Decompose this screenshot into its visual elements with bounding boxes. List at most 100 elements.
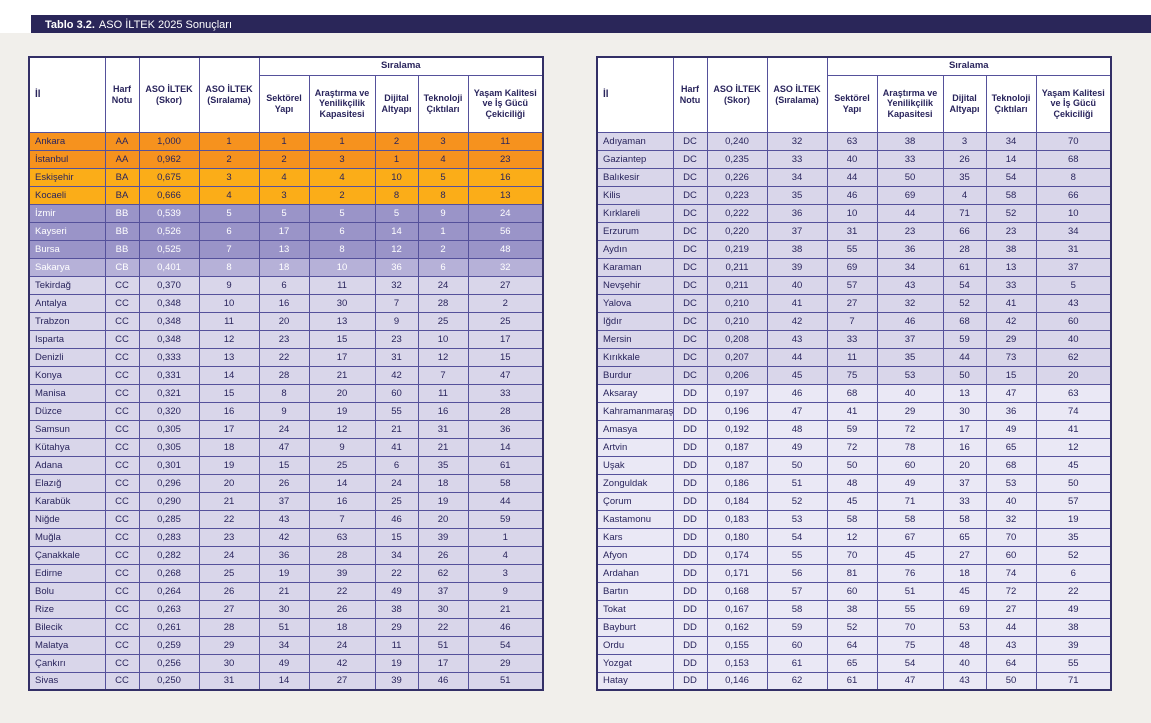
research-rank-cell: 10 <box>308 257 376 277</box>
sector-rank-cell: 45 <box>826 491 878 511</box>
sector-rank-cell: 8 <box>258 383 310 403</box>
quality-rank-cell: 45 <box>1035 455 1112 475</box>
technology-rank-cell: 36 <box>985 401 1037 421</box>
rank-cell: 27 <box>198 599 260 619</box>
grade-cell: CC <box>104 329 140 349</box>
grade-cell: BB <box>104 239 140 259</box>
technology-rank-cell: 30 <box>417 599 469 619</box>
province-cell: Kars <box>596 527 674 547</box>
sector-rank-cell: 33 <box>826 329 878 349</box>
grade-cell: DD <box>672 671 708 691</box>
table-row: Aksaray DD 0,197 46 68 40 13 47 63 <box>596 383 1112 403</box>
score-cell: 0,259 <box>138 635 200 655</box>
score-cell: 0,171 <box>706 563 768 583</box>
technology-rank-cell: 72 <box>985 581 1037 601</box>
table-row: Ordu DD 0,155 60 64 75 48 43 39 <box>596 635 1112 655</box>
rank-cell: 57 <box>766 581 828 601</box>
grade-cell: DD <box>672 473 708 493</box>
quality-rank-cell: 31 <box>1035 239 1112 259</box>
score-cell: 0,219 <box>706 239 768 259</box>
research-rank-cell: 76 <box>876 563 944 583</box>
research-rank-cell: 7 <box>308 509 376 529</box>
score-cell: 0,207 <box>706 347 768 367</box>
technology-rank-cell: 73 <box>985 347 1037 367</box>
group-header-siralama: Sıralama <box>258 56 544 76</box>
table-row: Ardahan DD 0,171 56 81 76 18 74 6 <box>596 563 1112 583</box>
score-cell: 0,401 <box>138 257 200 277</box>
quality-rank-cell: 46 <box>467 617 544 637</box>
table-row: Sivas CC 0,250 31 14 27 39 46 51 <box>28 671 544 691</box>
digital-rank-cell: 12 <box>374 239 419 259</box>
research-rank-cell: 26 <box>308 599 376 619</box>
research-rank-cell: 16 <box>308 491 376 511</box>
rank-cell: 12 <box>198 329 260 349</box>
digital-rank-cell: 42 <box>374 365 419 385</box>
score-cell: 0,187 <box>706 455 768 475</box>
grade-cell: DC <box>672 149 708 169</box>
digital-rank-cell: 33 <box>942 491 987 511</box>
digital-rank-cell: 43 <box>942 671 987 691</box>
quality-rank-cell: 54 <box>467 635 544 655</box>
quality-rank-cell: 51 <box>467 671 544 691</box>
score-cell: 0,235 <box>706 149 768 169</box>
grade-cell: AA <box>104 131 140 151</box>
research-rank-cell: 75 <box>876 635 944 655</box>
score-cell: 0,539 <box>138 203 200 223</box>
rank-cell: 25 <box>198 563 260 583</box>
sector-rank-cell: 52 <box>826 617 878 637</box>
research-rank-cell: 70 <box>876 617 944 637</box>
score-cell: 0,268 <box>138 563 200 583</box>
rank-cell: 20 <box>198 473 260 493</box>
province-cell: Manisa <box>28 383 106 403</box>
quality-rank-cell: 71 <box>1035 671 1112 691</box>
province-cell: Sakarya <box>28 257 106 277</box>
grade-cell: DD <box>672 599 708 619</box>
province-cell: Elazığ <box>28 473 106 493</box>
technology-rank-cell: 15 <box>985 365 1037 385</box>
sector-rank-cell: 12 <box>826 527 878 547</box>
sector-rank-cell: 55 <box>826 239 878 259</box>
province-cell: Çorum <box>596 491 674 511</box>
sector-rank-cell: 64 <box>826 635 878 655</box>
digital-rank-cell: 4 <box>942 185 987 205</box>
quality-rank-cell: 58 <box>467 473 544 493</box>
technology-rank-cell: 9 <box>417 203 469 223</box>
sector-rank-cell: 49 <box>258 653 310 673</box>
grade-cell: DD <box>672 617 708 637</box>
province-cell: Düzce <box>28 401 106 421</box>
quality-rank-cell: 41 <box>1035 419 1112 439</box>
rank-cell: 16 <box>198 401 260 421</box>
quality-rank-cell: 74 <box>1035 401 1112 421</box>
digital-rank-cell: 68 <box>942 311 987 331</box>
rank-cell: 5 <box>198 203 260 223</box>
sector-rank-cell: 34 <box>258 635 310 655</box>
research-rank-cell: 78 <box>876 437 944 457</box>
rank-cell: 45 <box>766 365 828 385</box>
rank-cell: 37 <box>766 221 828 241</box>
research-rank-cell: 30 <box>308 293 376 313</box>
technology-rank-cell: 54 <box>985 167 1037 187</box>
sector-rank-cell: 57 <box>826 275 878 295</box>
technology-rank-cell: 62 <box>417 563 469 583</box>
results-table-right: İl Harf Notu ASO İLTEK (Skor) ASO İLTEK (Sı… <box>596 56 1113 691</box>
grade-cell: DC <box>672 347 708 367</box>
digital-rank-cell: 22 <box>374 563 419 583</box>
province-cell: Isparta <box>28 329 106 349</box>
score-cell: 0,210 <box>706 311 768 331</box>
table-row: Tokat DD 0,167 58 38 55 69 27 49 <box>596 599 1112 619</box>
quality-rank-cell: 1 <box>467 527 544 547</box>
table-row: Manisa CC 0,321 15 8 20 60 11 33 <box>28 383 544 403</box>
grade-cell: DD <box>672 545 708 565</box>
province-cell: Kocaeli <box>28 185 106 205</box>
score-cell: 0,301 <box>138 455 200 475</box>
column-header: Yaşam Kalitesi ve İş Gücü Çekiciliği <box>1035 74 1112 133</box>
grade-cell: BB <box>104 221 140 241</box>
grade-cell: DC <box>672 311 708 331</box>
quality-rank-cell: 33 <box>467 383 544 403</box>
digital-rank-cell: 60 <box>374 383 419 403</box>
research-rank-cell: 51 <box>876 581 944 601</box>
score-cell: 0,263 <box>138 599 200 619</box>
technology-rank-cell: 21 <box>417 437 469 457</box>
grade-cell: CC <box>104 563 140 583</box>
sector-rank-cell: 38 <box>826 599 878 619</box>
